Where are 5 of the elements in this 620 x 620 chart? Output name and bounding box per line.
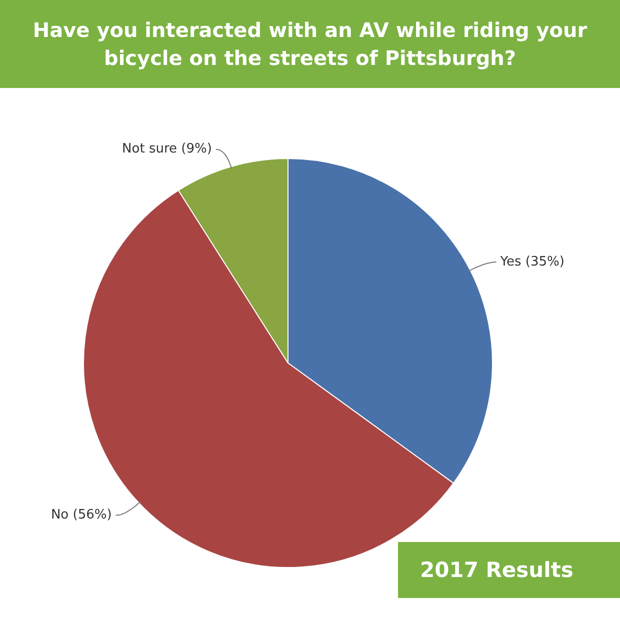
text: 2017 Results <box>398 542 620 598</box>
slice-label: Not sure (9%) <box>122 142 212 157</box>
chart-title: Have you interacted with an AV while riding your bicycle on the streets of Pittsburgh? <box>32 17 588 72</box>
slice-label: No (56%) <box>50 508 112 523</box>
slice-label: Yes (35%) <box>499 254 564 270</box>
